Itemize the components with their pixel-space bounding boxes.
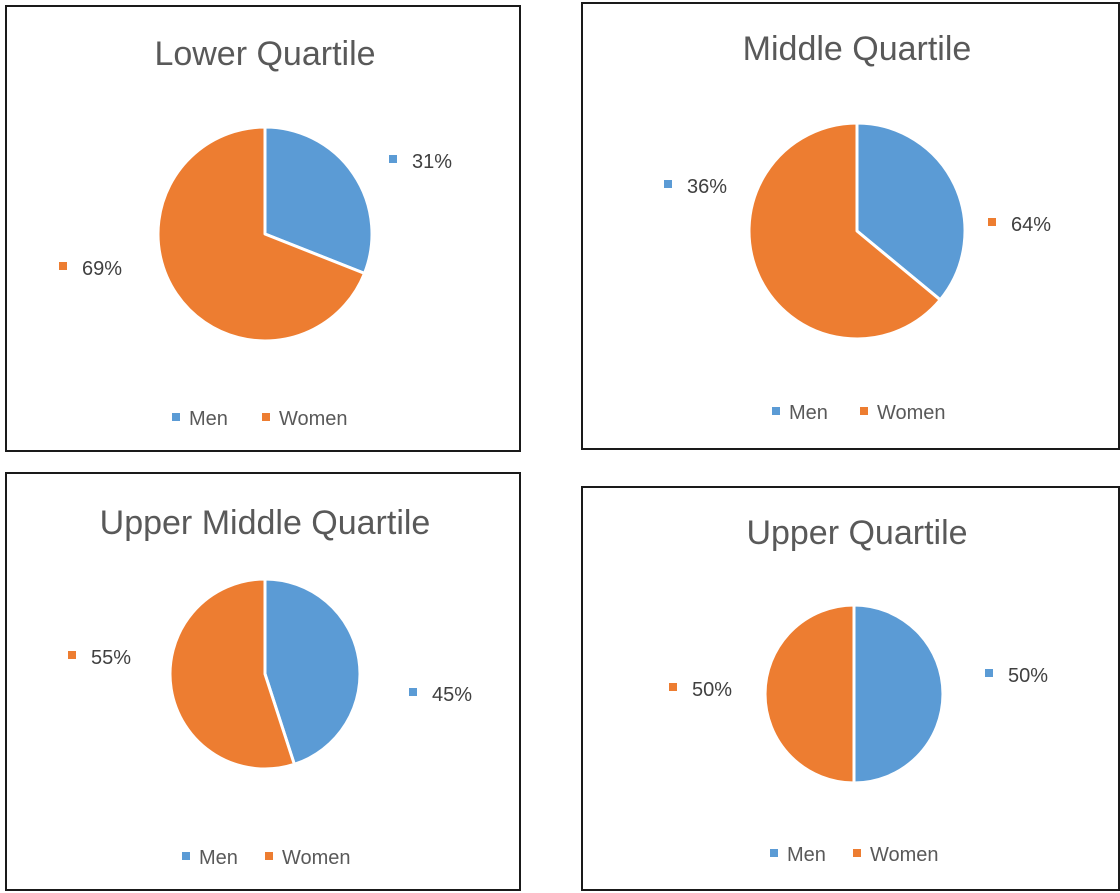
pie-chart-middle-quartile: Middle Quartile 36% 64% Men Women	[664, 30, 1051, 424]
data-label-men-marker	[409, 688, 417, 696]
chart-title: Lower Quartile	[154, 35, 375, 73]
pie-slices	[168, 577, 362, 771]
data-label-women: 64%	[988, 214, 1051, 236]
pie-slice-men	[855, 121, 967, 302]
legend-marker-women	[262, 413, 270, 421]
legend-marker-women	[853, 849, 861, 857]
legend-label-women: Women	[282, 847, 351, 869]
data-label-men-marker	[985, 669, 993, 677]
data-label-men-text: 50%	[1008, 665, 1048, 687]
legend-label-women: Women	[877, 402, 946, 424]
legend: Men Women	[772, 402, 946, 424]
legend-marker-women	[860, 407, 868, 415]
pie-slice-men	[852, 603, 945, 785]
pie-slices	[156, 125, 374, 343]
legend-marker-women	[265, 852, 273, 860]
pie-slice-men	[263, 577, 362, 766]
chart-panel-lower-quartile: Lower Quartile 31% 69% Men Women	[5, 5, 521, 452]
pie-chart-upper-quartile: Upper Quartile 50% 50% Men Women	[669, 514, 1048, 866]
chart-title: Middle Quartile	[743, 30, 972, 68]
legend: Men Women	[770, 844, 939, 866]
legend: Men Women	[172, 408, 348, 430]
chart-panel-middle-quartile: Middle Quartile 36% 64% Men Women	[581, 2, 1120, 450]
data-label-women-marker	[59, 262, 67, 270]
legend-label-men: Men	[789, 402, 828, 424]
data-label-women-text: 50%	[692, 679, 732, 701]
data-label-women: 69%	[59, 258, 122, 280]
data-label-women-marker	[988, 218, 996, 226]
data-label-women-text: 69%	[82, 258, 122, 280]
data-label-men-text: 45%	[432, 684, 472, 706]
pie-chart-lower-quartile: Lower Quartile 31% 69% Men Women	[59, 35, 452, 430]
pie-slice-women	[156, 125, 366, 343]
data-label-women-text: 55%	[91, 647, 131, 669]
data-label-women-text: 64%	[1011, 214, 1051, 236]
pie-slice-women	[168, 577, 296, 771]
legend-label-men: Men	[199, 847, 238, 869]
legend-label-women: Women	[279, 408, 348, 430]
data-label-men: 31%	[389, 151, 452, 173]
chart-title: Upper Middle Quartile	[100, 504, 431, 542]
legend-label-women: Women	[870, 844, 939, 866]
legend-marker-men	[182, 852, 190, 860]
data-label-women-marker	[669, 683, 677, 691]
legend-marker-men	[772, 407, 780, 415]
legend-marker-men	[770, 849, 778, 857]
data-label-women: 50%	[669, 679, 732, 701]
data-label-men-text: 31%	[412, 151, 452, 173]
chart-panel-upper-middle-quartile: Upper Middle Quartile 45% 55% Men Women	[5, 472, 521, 891]
data-label-men: 50%	[985, 665, 1048, 687]
data-label-men: 36%	[664, 176, 727, 198]
legend: Men Women	[182, 847, 351, 869]
data-label-men-text: 36%	[687, 176, 727, 198]
data-label-men: 45%	[409, 684, 472, 706]
pie-slice-women	[747, 121, 942, 341]
data-label-men-marker	[389, 155, 397, 163]
pie-slices	[763, 603, 945, 785]
pie-slice-women	[763, 603, 856, 785]
data-label-men-marker	[664, 180, 672, 188]
legend-marker-men	[172, 413, 180, 421]
data-label-women-marker	[68, 651, 76, 659]
pie-chart-upper-middle-quartile: Upper Middle Quartile 45% 55% Men Women	[68, 504, 472, 869]
legend-label-men: Men	[189, 408, 228, 430]
pie-slices	[747, 121, 967, 341]
chart-panel-upper-quartile: Upper Quartile 50% 50% Men Women	[581, 486, 1120, 891]
data-label-women: 55%	[68, 647, 131, 669]
pie-slice-men	[263, 125, 374, 275]
legend-label-men: Men	[787, 844, 826, 866]
chart-title: Upper Quartile	[746, 514, 967, 552]
